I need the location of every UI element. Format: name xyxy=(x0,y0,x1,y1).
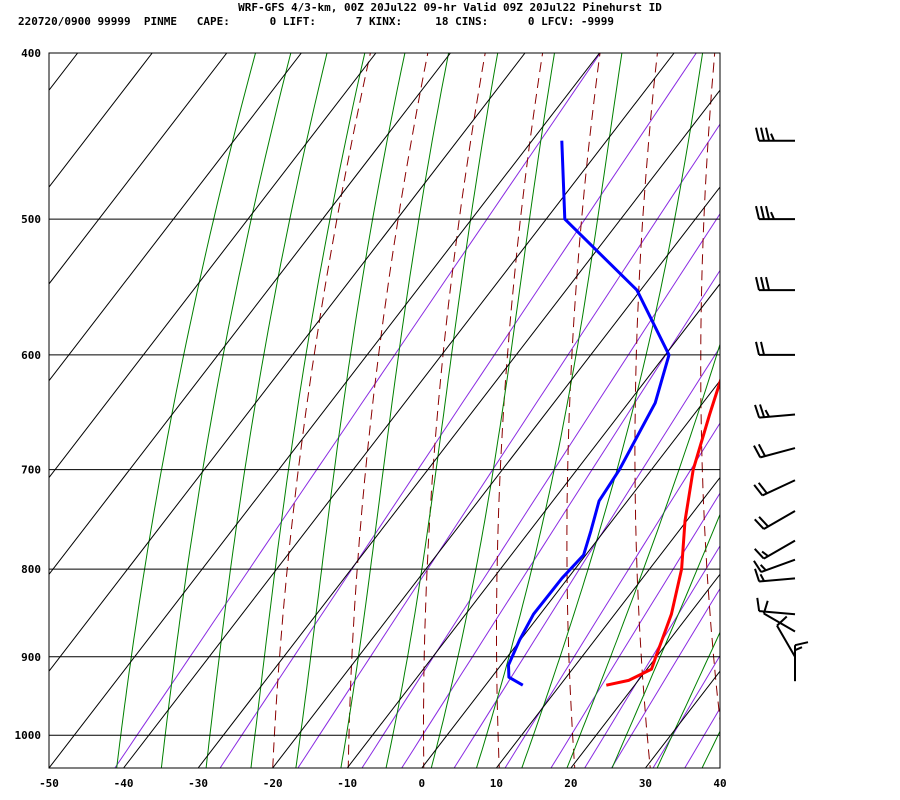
y-tick-label: 400 xyxy=(21,47,41,60)
mixing-ratio-line xyxy=(297,123,720,768)
dry-adiabat xyxy=(826,15,879,779)
moist-adiabat xyxy=(250,53,366,768)
sounding-indices: 220720/0900 99999 PINME CAPE: 0 LIFT: 7 … xyxy=(18,15,615,28)
x-tick-label: -10 xyxy=(337,777,357,790)
dry-adiabat xyxy=(347,53,429,768)
x-tick-label: 20 xyxy=(564,777,577,790)
mixing-ratio-line xyxy=(504,422,720,768)
temperature-profile-line xyxy=(605,377,720,687)
mixing-ratio-line xyxy=(219,53,697,768)
isotherm-line xyxy=(49,53,377,479)
wind-barb xyxy=(754,404,796,419)
y-tick-label: 800 xyxy=(21,563,41,576)
isotherm-line xyxy=(645,670,720,768)
background-lines xyxy=(0,15,900,779)
plot-frame xyxy=(48,52,721,769)
isotherm-line xyxy=(0,53,3,768)
isotherm-line xyxy=(123,53,675,768)
sounding-series xyxy=(507,140,720,687)
y-tick-label: 900 xyxy=(21,651,41,664)
mixing-ratio-line xyxy=(610,587,720,768)
moist-adiabat xyxy=(205,53,328,768)
mixing-ratio-line xyxy=(652,654,720,768)
moist-adiabat xyxy=(160,53,292,768)
x-tick-label: 30 xyxy=(639,777,652,790)
dry-adiabat xyxy=(700,53,720,725)
moist-adiabat xyxy=(430,53,556,768)
grid-lines xyxy=(0,53,720,768)
wind-barb xyxy=(753,510,796,530)
moist-adiabat xyxy=(701,730,720,768)
y-tick-label: 1000 xyxy=(15,729,42,742)
wind-barbs xyxy=(753,127,809,682)
isotherm-line xyxy=(421,379,720,768)
x-tick-label: -40 xyxy=(114,777,134,790)
moist-adiabat xyxy=(611,513,720,768)
wind-barb xyxy=(753,443,796,459)
mixing-ratio-lines xyxy=(114,53,720,768)
x-tick-label: -50 xyxy=(39,777,59,790)
isotherm-line xyxy=(49,53,451,576)
wind-barb xyxy=(755,341,795,356)
wind-barb xyxy=(755,205,795,221)
moist-adiabat xyxy=(656,631,720,768)
isotherm-line xyxy=(346,283,720,768)
wind-barb xyxy=(755,276,795,292)
wind-barb xyxy=(762,600,796,633)
isotherm-line xyxy=(49,53,600,768)
mixing-ratio-line xyxy=(361,212,720,768)
dry-adiabat xyxy=(496,53,544,768)
x-tick-label: 0 xyxy=(418,777,425,790)
isotherm-line xyxy=(570,573,720,768)
moist-adiabat xyxy=(475,53,623,768)
chart-title: WRF-GFS 4/3-km, 00Z 20Jul22 09-hr Valid … xyxy=(238,1,662,14)
y-tick-label: 700 xyxy=(21,464,41,477)
dry-adiabat xyxy=(566,53,601,768)
mixing-ratio-line xyxy=(584,544,720,768)
mixing-ratio-line xyxy=(453,346,720,768)
moist-adiabat xyxy=(295,53,406,768)
isotherm-line xyxy=(49,53,526,672)
dry-adiabat xyxy=(272,53,371,768)
dry-adiabat xyxy=(886,15,900,779)
wind-barb xyxy=(755,127,795,142)
moist-adiabat xyxy=(385,53,499,768)
isotherm-line xyxy=(49,53,302,382)
wind-barb xyxy=(756,597,796,616)
isotherm-line xyxy=(197,89,720,768)
isotherm-line xyxy=(272,186,720,768)
wind-barb xyxy=(794,641,809,682)
dry-adiabat xyxy=(423,53,486,768)
mixing-ratio-line xyxy=(401,269,720,768)
wind-barb xyxy=(753,539,796,560)
dry-adiabat xyxy=(765,15,803,779)
mixing-ratio-line xyxy=(550,492,720,768)
isotherm-line xyxy=(49,53,228,285)
moist-adiabat xyxy=(521,53,704,768)
y-tick-label: 500 xyxy=(21,213,41,226)
mixing-ratio-line xyxy=(114,53,601,768)
x-tick-label: 10 xyxy=(490,777,503,790)
isotherm-line xyxy=(495,476,720,768)
wind-barb xyxy=(753,479,796,497)
wind-barb xyxy=(776,615,796,658)
mixing-ratio-line xyxy=(684,707,720,768)
y-tick-label: 600 xyxy=(21,349,41,362)
dewpoint-profile-line xyxy=(507,140,671,687)
wind-barb xyxy=(753,558,796,573)
isotherm-line xyxy=(719,767,720,768)
moist-adiabat xyxy=(340,53,450,768)
tick-labels: -50 -40 -30 -20 -10 0 10 20 30 40 400 500 600 700 800 9… xyxy=(15,47,727,790)
moist-adiabat xyxy=(116,53,257,768)
moist-adiabat xyxy=(566,342,720,768)
wind-barb xyxy=(754,568,796,583)
moist-adiabats xyxy=(116,53,720,768)
x-tick-label: 40 xyxy=(713,777,726,790)
x-tick-label: -20 xyxy=(263,777,283,790)
isotherm-line xyxy=(49,53,153,188)
x-tick-label: -30 xyxy=(188,777,208,790)
